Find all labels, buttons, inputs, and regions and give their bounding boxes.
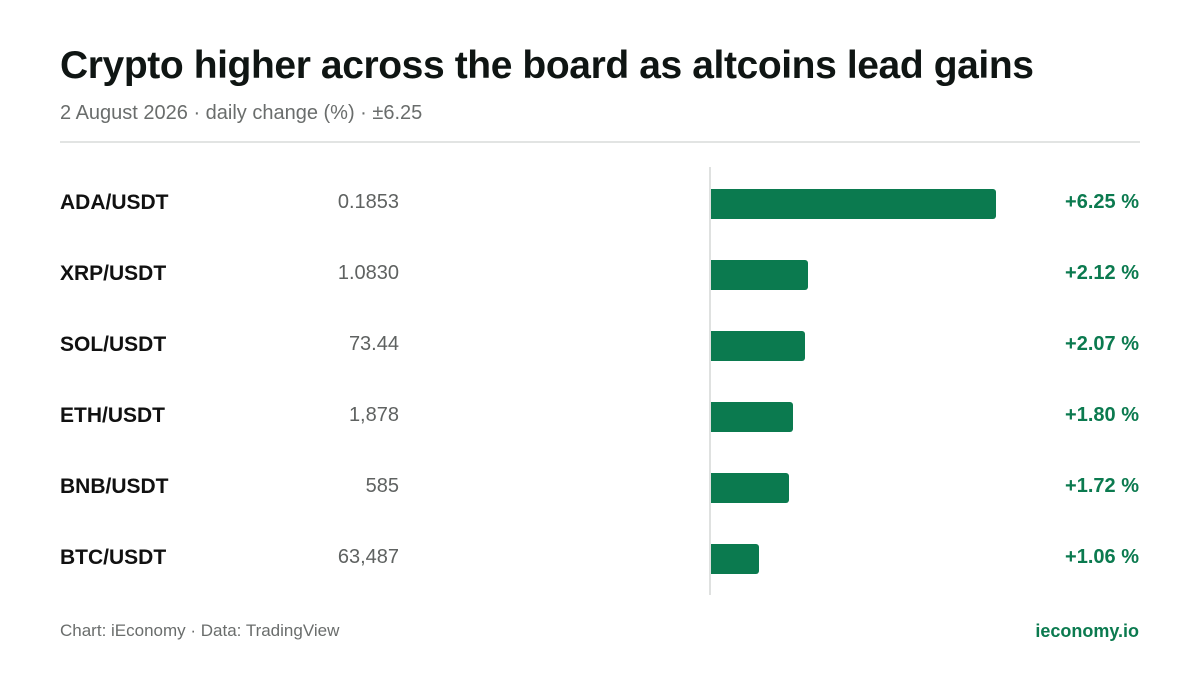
pair-label: SOL/USDT xyxy=(60,333,167,356)
change-label: +1.80 % xyxy=(1065,404,1139,426)
chart-subtitle: 2 August 2026 · daily change (%) · ±6.25 xyxy=(60,102,423,124)
pair-label: BNB/USDT xyxy=(60,475,169,498)
chart-title: Crypto higher across the board as altcoi… xyxy=(60,44,1034,87)
change-label: +1.06 % xyxy=(1065,546,1139,568)
chart-row: ADA/USDT 0.1853 +6.25 % xyxy=(0,189,1200,219)
change-bar xyxy=(711,260,808,290)
pair-label: BTC/USDT xyxy=(60,546,167,569)
chart-row: BTC/USDT 63,487 +1.06 % xyxy=(0,544,1200,574)
price-value: 73.44 xyxy=(348,333,399,355)
change-bar xyxy=(711,402,794,432)
chart-row: SOL/USDT 73.44 +2.07 % xyxy=(0,331,1200,361)
change-bar xyxy=(711,544,760,574)
price-value: 585 xyxy=(365,475,399,497)
chart-row: XRP/USDT 1.0830 +2.12 % xyxy=(0,260,1200,290)
change-label: +2.07 % xyxy=(1065,333,1139,355)
change-label: +6.25 % xyxy=(1065,191,1139,213)
brand-link[interactable]: ieconomy.io xyxy=(1035,621,1139,641)
price-value: 0.1853 xyxy=(337,191,399,213)
price-value: 1.0830 xyxy=(337,262,399,284)
pair-label: ADA/USDT xyxy=(60,191,169,214)
change-label: +2.12 % xyxy=(1065,262,1139,284)
source-credit: Chart: iEconomy · Data: TradingView xyxy=(60,621,340,640)
pair-label: XRP/USDT xyxy=(60,262,167,285)
change-bar xyxy=(711,331,806,361)
pair-label: ETH/USDT xyxy=(60,404,165,427)
zero-axis-line xyxy=(709,167,711,595)
change-label: +1.72 % xyxy=(1065,475,1139,497)
price-value: 63,487 xyxy=(337,546,399,568)
price-value: 1,878 xyxy=(348,404,399,426)
chart-row: ETH/USDT 1,878 +1.80 % xyxy=(0,402,1200,432)
chart-row: BNB/USDT 585 +1.72 % xyxy=(0,473,1200,503)
change-bar xyxy=(711,473,790,503)
change-bar xyxy=(711,189,996,219)
header-divider xyxy=(60,141,1140,143)
